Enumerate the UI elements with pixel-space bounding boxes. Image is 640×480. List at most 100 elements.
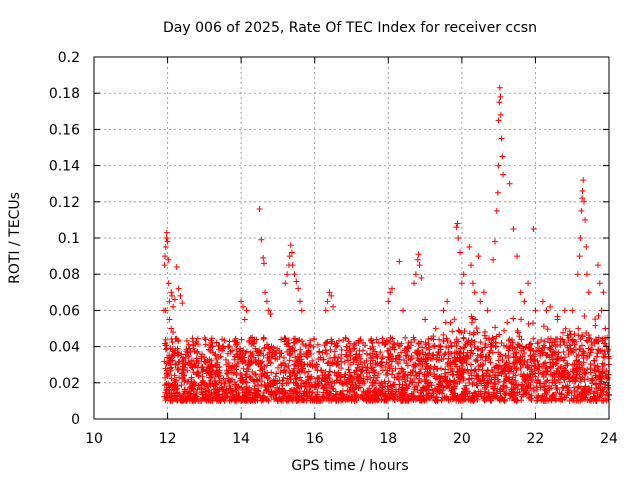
data-point bbox=[595, 312, 602, 319]
data-point bbox=[377, 349, 384, 356]
data-point bbox=[252, 370, 259, 377]
data-point bbox=[491, 385, 498, 392]
data-point bbox=[560, 357, 567, 364]
data-point bbox=[271, 351, 278, 358]
data-point bbox=[519, 353, 526, 360]
data-point bbox=[451, 349, 458, 356]
data-point bbox=[456, 351, 463, 358]
data-point bbox=[184, 388, 191, 395]
data-point bbox=[419, 344, 426, 351]
data-point bbox=[564, 332, 571, 339]
data-point bbox=[415, 339, 422, 346]
data-point bbox=[249, 376, 256, 383]
data-point bbox=[579, 187, 586, 194]
data-point bbox=[580, 198, 587, 205]
data-point bbox=[382, 364, 389, 371]
data-point bbox=[251, 385, 258, 392]
data-point bbox=[472, 316, 479, 323]
data-point bbox=[256, 376, 263, 383]
data-point bbox=[282, 280, 289, 287]
data-point bbox=[585, 345, 592, 352]
data-point bbox=[596, 384, 603, 391]
data-point bbox=[373, 336, 380, 343]
data-point bbox=[265, 397, 272, 404]
data-point bbox=[280, 374, 287, 381]
data-point bbox=[449, 328, 456, 335]
data-point bbox=[208, 335, 215, 342]
data-point bbox=[232, 387, 239, 394]
data-point bbox=[561, 376, 568, 383]
data-points bbox=[160, 84, 612, 404]
data-point bbox=[602, 350, 609, 357]
data-point bbox=[462, 395, 469, 402]
data-point bbox=[407, 377, 414, 384]
data-point bbox=[438, 397, 445, 404]
data-point bbox=[277, 369, 284, 376]
data-point bbox=[575, 397, 582, 404]
data-point bbox=[357, 336, 364, 343]
data-point bbox=[499, 368, 506, 375]
data-point bbox=[233, 397, 240, 404]
data-point bbox=[457, 372, 464, 379]
data-point bbox=[526, 393, 533, 400]
data-point bbox=[425, 390, 432, 397]
data-point bbox=[233, 371, 240, 378]
data-point bbox=[500, 342, 507, 349]
data-point bbox=[305, 348, 312, 355]
data-point bbox=[442, 350, 449, 357]
data-point bbox=[539, 349, 546, 356]
data-point bbox=[376, 380, 383, 387]
data-point bbox=[558, 390, 565, 397]
data-point bbox=[285, 379, 292, 386]
data-point bbox=[503, 375, 510, 382]
data-point bbox=[524, 384, 531, 391]
data-point bbox=[303, 395, 310, 402]
data-point bbox=[240, 378, 247, 385]
data-point bbox=[471, 289, 478, 296]
data-point bbox=[194, 348, 201, 355]
data-point bbox=[268, 388, 275, 395]
data-point bbox=[481, 372, 488, 379]
data-point bbox=[450, 395, 457, 402]
data-point bbox=[323, 340, 330, 347]
data-point bbox=[520, 361, 527, 368]
data-point bbox=[241, 354, 248, 361]
y-axis-label: ROTI / TECUs bbox=[7, 192, 23, 284]
data-point bbox=[559, 396, 566, 403]
data-point bbox=[398, 349, 405, 356]
data-point bbox=[264, 354, 271, 361]
data-point bbox=[243, 307, 250, 314]
data-point bbox=[455, 397, 462, 404]
data-point bbox=[474, 382, 481, 389]
data-point bbox=[451, 355, 458, 362]
data-point bbox=[424, 351, 431, 358]
axis-ticks bbox=[93, 56, 610, 420]
data-point bbox=[368, 355, 375, 362]
data-point bbox=[217, 379, 224, 386]
data-point bbox=[281, 367, 288, 374]
data-point bbox=[342, 379, 349, 386]
data-point bbox=[585, 289, 592, 296]
data-point bbox=[206, 356, 213, 363]
data-point bbox=[441, 351, 448, 358]
data-point bbox=[444, 383, 451, 390]
data-point bbox=[382, 390, 389, 397]
data-point bbox=[241, 396, 248, 403]
data-point bbox=[456, 378, 463, 385]
data-point bbox=[290, 335, 297, 342]
data-point bbox=[466, 379, 473, 386]
data-point bbox=[444, 360, 451, 367]
data-point bbox=[377, 362, 384, 369]
data-point bbox=[373, 377, 380, 384]
data-point bbox=[538, 363, 545, 370]
data-point bbox=[415, 347, 422, 354]
data-point bbox=[525, 379, 532, 386]
data-point bbox=[394, 395, 401, 402]
data-point bbox=[510, 225, 517, 232]
data-point bbox=[176, 358, 183, 365]
data-point bbox=[541, 390, 548, 397]
data-point bbox=[530, 387, 537, 394]
data-point bbox=[220, 386, 227, 393]
data-point bbox=[427, 394, 434, 401]
data-point bbox=[236, 392, 243, 399]
